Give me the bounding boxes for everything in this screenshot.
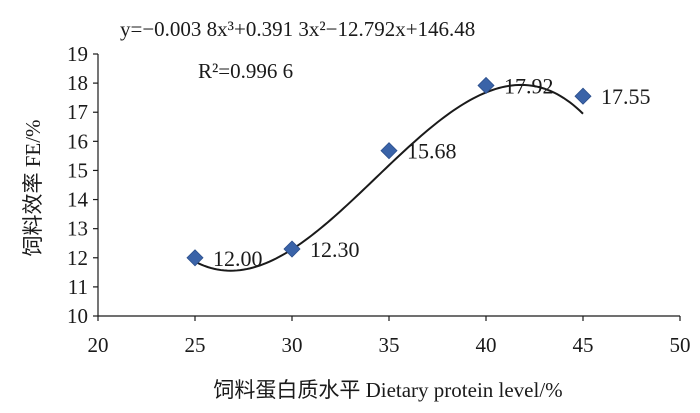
plot-area: 20 25 30 35 40 45 50 10 11 12 13 14 15 16 17 18 19 12.0…: [67, 42, 691, 357]
x-tick-label: 20: [88, 333, 109, 357]
data-point: [574, 87, 592, 105]
trendline: [194, 83, 584, 272]
data-label: 12.00: [213, 246, 263, 271]
r-squared-label: R²=0.996 6: [198, 59, 293, 83]
x-tick-label: 50: [670, 333, 691, 357]
data-point: [283, 240, 301, 258]
y-tick-label: 16: [67, 129, 88, 153]
data-point: [186, 249, 204, 267]
y-axis-title: 饲料效率 FE/%: [21, 119, 45, 256]
data-point: [380, 142, 398, 160]
y-tick-label: 11: [68, 275, 88, 299]
trendline-equation: y=−0.003 8x³+0.391 3x²−12.792x+146.48: [120, 17, 475, 41]
x-tick-label: 35: [379, 333, 400, 357]
y-ticks: 10 11 12 13 14 15 16 17 18 19: [67, 42, 98, 328]
x-ticks: 20 25 30 35 40 45 50: [88, 316, 691, 357]
x-tick-label: 25: [185, 333, 206, 357]
y-tick-label: 14: [67, 188, 89, 212]
data-labels: 12.00 12.30 15.68 17.92 17.55: [213, 73, 651, 270]
x-tick-label: 40: [476, 333, 497, 357]
data-points: [186, 76, 592, 267]
data-label: 12.30: [310, 237, 360, 262]
y-tick-label: 19: [67, 42, 88, 66]
y-tick-label: 12: [67, 246, 88, 270]
x-tick-label: 45: [573, 333, 594, 357]
data-label: 17.92: [504, 73, 554, 98]
x-axis-title: 饲料蛋白质水平 Dietary protein level/%: [213, 378, 562, 402]
x-tick-label: 30: [282, 333, 303, 357]
data-point: [477, 76, 495, 95]
y-tick-label: 18: [67, 71, 88, 95]
y-tick-label: 13: [67, 217, 88, 241]
y-tick-label: 15: [67, 158, 88, 182]
data-label: 17.55: [601, 84, 651, 109]
y-tick-label: 17: [67, 100, 88, 124]
data-label: 15.68: [407, 139, 457, 164]
y-tick-label: 10: [67, 304, 88, 328]
